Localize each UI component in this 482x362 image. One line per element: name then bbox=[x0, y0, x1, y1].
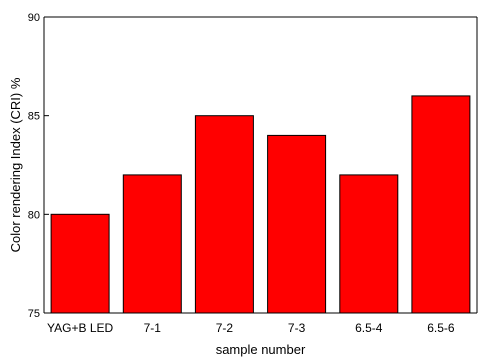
x-tick-label-1: YAG+B LED bbox=[47, 321, 113, 335]
labels-layer: YAG+B LED 7-1 7-2 7-3 6.5-4 6.5-6 75 80 85 90 samp… bbox=[8, 12, 455, 357]
y-tick-label-2: 80 bbox=[28, 209, 40, 221]
bar-1 bbox=[50, 213, 110, 314]
bar-4 bbox=[267, 134, 327, 314]
bar-3 bbox=[194, 115, 254, 314]
y-tick-label-3: 85 bbox=[28, 111, 40, 123]
axes-layer bbox=[43, 16, 478, 314]
x-tick-label-5: 6.5-4 bbox=[355, 321, 383, 335]
bars-layer bbox=[50, 95, 471, 314]
x-axis-title: sample number bbox=[216, 342, 306, 357]
x-tick-label-2: 7-1 bbox=[144, 321, 162, 335]
x-tick-label-6: 6.5-6 bbox=[427, 321, 455, 335]
y-tick-label-1: 75 bbox=[28, 308, 40, 320]
bar-5 bbox=[339, 174, 399, 314]
y-axis-title: Color rendering Index (CRI) % bbox=[8, 77, 23, 252]
x-tick-label-3: 7-2 bbox=[216, 321, 234, 335]
y-tick-label-4: 90 bbox=[28, 12, 40, 24]
bar-2 bbox=[122, 174, 182, 314]
bar-6 bbox=[411, 95, 471, 314]
x-tick-label-4: 7-3 bbox=[288, 321, 306, 335]
